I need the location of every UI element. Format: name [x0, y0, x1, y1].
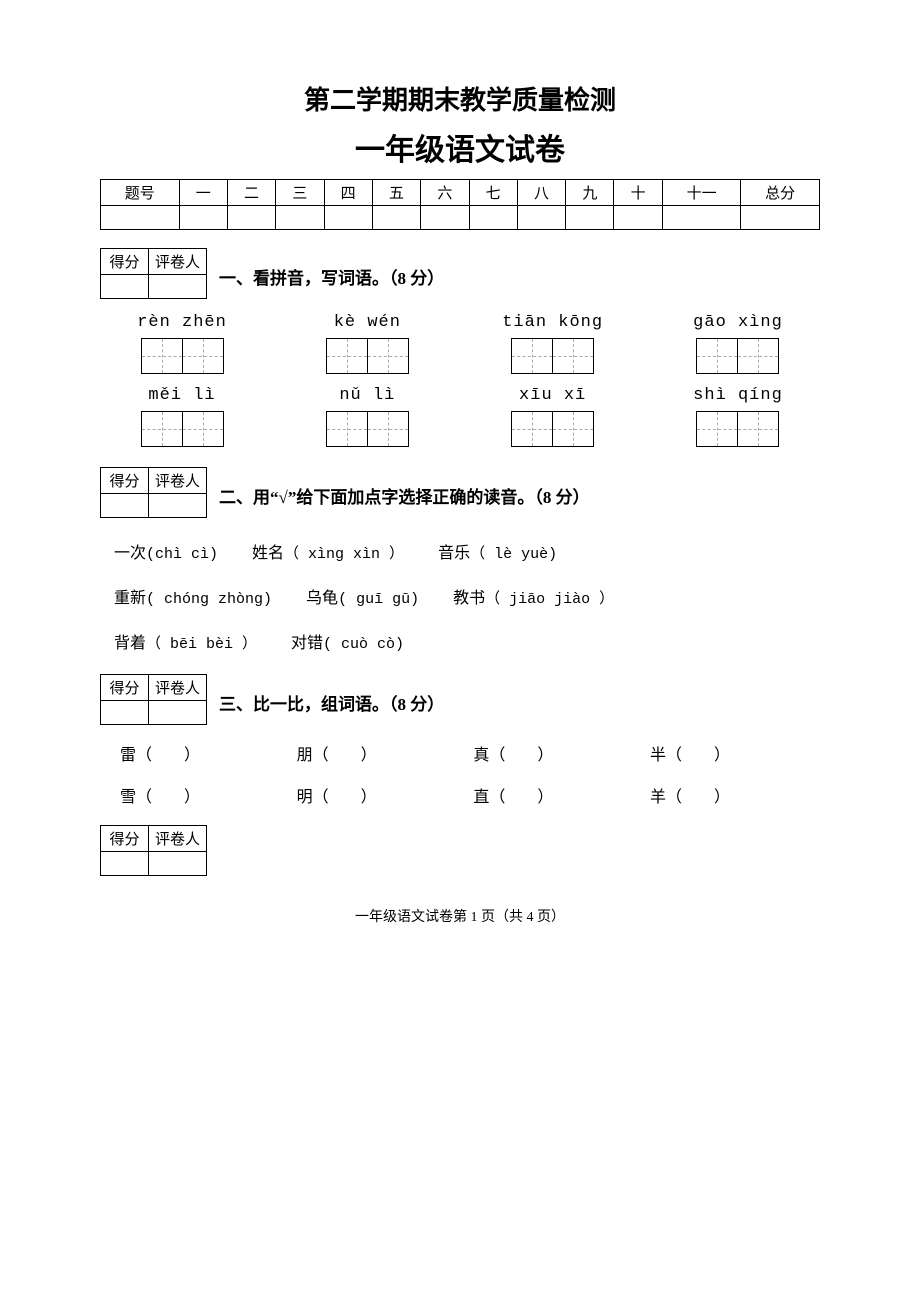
q2-item: 一次(chì cì) [114, 532, 218, 577]
pinyin-item: xīu xī [483, 386, 623, 447]
tianzi-grid[interactable] [696, 411, 779, 447]
pinyin-label: měi lì [148, 386, 215, 405]
score-summary-table: 题号 一 二 三 四 五 六 七 八 九 十 十一 总分 [100, 179, 820, 230]
q2-item: 对错( cuò cò) [291, 622, 404, 667]
pinyin-row-2: měi lì nǔ lì xīu xī shì qíng [112, 386, 808, 447]
pinyin-label: tiān kōng [502, 313, 603, 332]
q2-item: 乌龟( guī gū) [306, 577, 419, 622]
pinyin-label: nǔ lì [339, 386, 395, 405]
pinyin-item: tiān kōng [483, 313, 623, 374]
q3-cell: 半（ ） [650, 741, 800, 765]
col: 四 [324, 180, 372, 206]
col: 总分 [741, 180, 820, 206]
grader-box: 得分评卷人 [100, 825, 207, 876]
grader-box: 得分评卷人 [100, 467, 207, 518]
page-footer: 一年级语文试卷第 1 页（共 4 页） [100, 906, 820, 926]
pinyin-item: rèn zhēn [112, 313, 252, 374]
col: 十一 [662, 180, 741, 206]
col: 三 [276, 180, 324, 206]
pinyin-row-1: rèn zhēn kè wén tiān kōng gāo xìng [112, 313, 808, 374]
section-3-body: 雷（ ） 朋（ ） 真（ ） 半（ ） 雪（ ） 明（ ） 直（ ） 羊（ ） [120, 741, 800, 807]
col: 九 [566, 180, 614, 206]
grader-score-label: 得分 [101, 468, 149, 494]
score-header-label: 题号 [101, 180, 180, 206]
col: 一 [179, 180, 227, 206]
col: 二 [227, 180, 275, 206]
section-2-header: 得分评卷人 二、用“√”给下面加点字选择正确的读音。（8 分） [100, 467, 820, 518]
q3-cell: 明（ ） [297, 783, 447, 807]
pinyin-label: gāo xìng [693, 313, 783, 332]
pinyin-item: měi lì [112, 386, 252, 447]
q2-item: 姓名（ xìng xìn ） [252, 532, 404, 577]
tianzi-grid[interactable] [141, 411, 224, 447]
q3-cell: 直（ ） [473, 783, 623, 807]
tianzi-grid[interactable] [141, 338, 224, 374]
grader-box: 得分评卷人 [100, 248, 207, 299]
exam-title-sub: 一年级语文试卷 [100, 125, 820, 169]
exam-title-main: 第二学期期末教学质量检测 [100, 80, 820, 117]
pinyin-label: shì qíng [693, 386, 783, 405]
q3-cell: 雷（ ） [120, 741, 270, 765]
q2-item: 背着（ bēi bèi ） [114, 622, 257, 667]
col: 八 [517, 180, 565, 206]
q3-cell: 朋（ ） [297, 741, 447, 765]
grader-name-label: 评卷人 [149, 675, 207, 701]
section-2-title: 二、用“√”给下面加点字选择正确的读音。（8 分） [219, 467, 590, 508]
q2-item: 音乐（ lè yuè) [438, 532, 557, 577]
grader-box: 得分评卷人 [100, 674, 207, 725]
section-4-header: 得分评卷人 [100, 825, 820, 876]
q3-row-2: 雪（ ） 明（ ） 直（ ） 羊（ ） [120, 783, 800, 807]
tianzi-grid[interactable] [511, 338, 594, 374]
pinyin-label: rèn zhēn [137, 313, 227, 332]
pinyin-label: kè wén [334, 313, 401, 332]
tianzi-grid[interactable] [696, 338, 779, 374]
q2-item: 教书（ jiāo jiào ） [453, 577, 614, 622]
tianzi-grid[interactable] [326, 338, 409, 374]
grader-score-label: 得分 [101, 675, 149, 701]
pinyin-item: nǔ lì [297, 386, 437, 447]
q3-cell: 雪（ ） [120, 783, 270, 807]
q2-item: 重新( chóng zhòng) [114, 577, 272, 622]
grader-score-label: 得分 [101, 249, 149, 275]
grader-name-label: 评卷人 [149, 468, 207, 494]
pinyin-item: gāo xìng [668, 313, 808, 374]
grader-score-label: 得分 [101, 826, 149, 852]
section-2-body: 一次(chì cì) 姓名（ xìng xìn ） 音乐（ lè yuè) 重新… [114, 532, 806, 666]
section-1-title: 一、看拼音，写词语。（8 分） [219, 248, 444, 289]
score-value-row [101, 206, 820, 230]
pinyin-item: shì qíng [668, 386, 808, 447]
q3-row-1: 雷（ ） 朋（ ） 真（ ） 半（ ） [120, 741, 800, 765]
q3-cell: 羊（ ） [650, 783, 800, 807]
pinyin-item: kè wén [297, 313, 437, 374]
col: 六 [421, 180, 469, 206]
section-3-title: 三、比一比，组词语。（8 分） [219, 674, 444, 715]
section-1-header: 得分评卷人 一、看拼音，写词语。（8 分） [100, 248, 820, 299]
tianzi-grid[interactable] [511, 411, 594, 447]
col: 七 [469, 180, 517, 206]
tianzi-grid[interactable] [326, 411, 409, 447]
col: 五 [372, 180, 420, 206]
col: 十 [614, 180, 662, 206]
grader-name-label: 评卷人 [149, 249, 207, 275]
score-header-row: 题号 一 二 三 四 五 六 七 八 九 十 十一 总分 [101, 180, 820, 206]
grader-name-label: 评卷人 [149, 826, 207, 852]
pinyin-label: xīu xī [519, 386, 586, 405]
section-3-header: 得分评卷人 三、比一比，组词语。（8 分） [100, 674, 820, 725]
q3-cell: 真（ ） [473, 741, 623, 765]
